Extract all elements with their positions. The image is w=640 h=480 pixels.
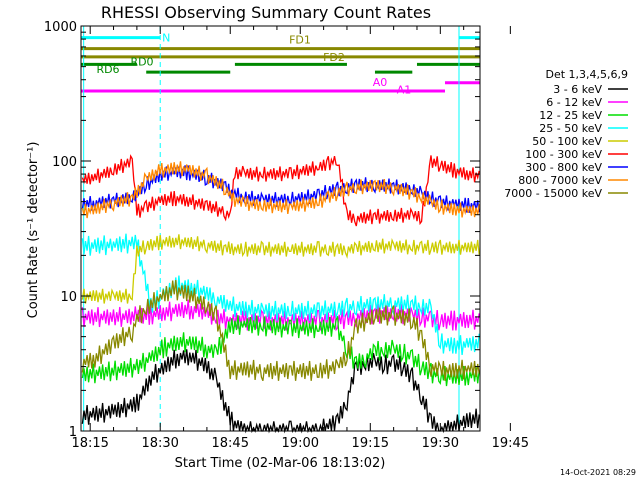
series-line-4 bbox=[81, 234, 480, 304]
flag-label-fd2: FD2 bbox=[323, 51, 345, 64]
legend-title: Det 1,3,4,5,6,9 bbox=[545, 68, 628, 81]
series-lines bbox=[81, 154, 480, 434]
x-tick-label: 19:45 bbox=[492, 436, 529, 451]
series-line-8 bbox=[81, 280, 480, 382]
flag-label-n: N bbox=[162, 32, 170, 45]
series-line-0 bbox=[81, 349, 480, 434]
flag-bars: N FD1 FD2 RD0 RD6 A0 A1 bbox=[81, 32, 480, 97]
series-line-3 bbox=[81, 233, 480, 355]
x-tick-label: 18:15 bbox=[71, 436, 108, 451]
y-axis-ticks: 1 10 100 1000 bbox=[44, 20, 480, 440]
legend-label: 3 - 6 keV bbox=[553, 83, 602, 96]
series-line-5 bbox=[81, 154, 480, 227]
y-axis-label: Count Rate (s⁻¹ detector⁻¹) bbox=[26, 142, 41, 319]
flag-label-fd1: FD1 bbox=[289, 34, 311, 47]
x-tick-label: 19:30 bbox=[422, 436, 459, 451]
plot-frame bbox=[80, 25, 481, 432]
x-tick-label: 19:00 bbox=[282, 436, 319, 451]
x-axis-label: Start Time (02-Mar-06 18:13:02) bbox=[175, 456, 386, 471]
flag-label-rd6: RD6 bbox=[96, 63, 119, 76]
legend-label: 6 - 12 keV bbox=[546, 96, 602, 109]
x-axis-ticks: 18:15 18:30 18:45 19:00 19:15 19:30 19:45 bbox=[71, 26, 529, 451]
y-tick-label: 10 bbox=[60, 290, 77, 305]
legend-label: 12 - 25 keV bbox=[539, 109, 602, 122]
x-tick-label: 19:15 bbox=[352, 436, 389, 451]
series-line-2 bbox=[81, 315, 480, 387]
y-tick-label: 1000 bbox=[44, 20, 77, 35]
timestamp: 14-Oct-2021 08:29 bbox=[560, 468, 636, 477]
y-tick-label: 100 bbox=[52, 155, 77, 170]
legend-label: 300 - 800 keV bbox=[525, 161, 602, 174]
legend-label: 100 - 300 keV bbox=[525, 148, 602, 161]
flag-label-rd0: RD0 bbox=[130, 55, 153, 68]
legend-label: 50 - 100 keV bbox=[532, 135, 602, 148]
legend-label: 800 - 7000 keV bbox=[518, 174, 602, 187]
y-tick-label: 1 bbox=[69, 425, 77, 440]
chart-title: RHESSI Observing Summary Count Rates bbox=[101, 3, 431, 22]
series-line-7 bbox=[81, 161, 480, 219]
flag-label-a1: A1 bbox=[397, 84, 412, 97]
flag-label-a0: A0 bbox=[373, 76, 388, 89]
x-tick-label: 18:30 bbox=[141, 436, 178, 451]
legend-label: 7000 - 15000 keV bbox=[504, 187, 602, 200]
series-line-6 bbox=[81, 165, 480, 213]
x-tick-label: 18:45 bbox=[212, 436, 249, 451]
legend-label: 25 - 50 keV bbox=[539, 122, 602, 135]
